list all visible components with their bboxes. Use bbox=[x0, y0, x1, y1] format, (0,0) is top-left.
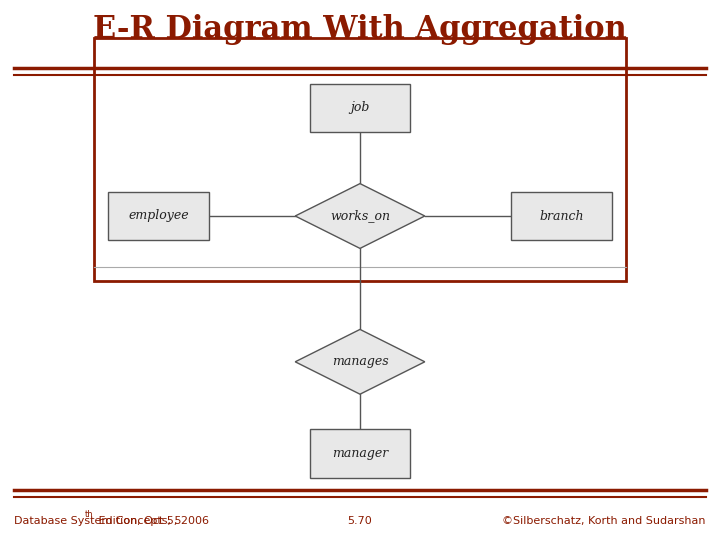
Text: branch: branch bbox=[539, 210, 584, 222]
Text: E-R Diagram With Aggregation: E-R Diagram With Aggregation bbox=[93, 14, 627, 45]
Text: Edition, Oct 5, 2006: Edition, Oct 5, 2006 bbox=[95, 516, 209, 526]
Polygon shape bbox=[295, 184, 425, 248]
Text: job: job bbox=[351, 102, 369, 114]
Text: employee: employee bbox=[128, 210, 189, 222]
Text: th: th bbox=[85, 510, 94, 519]
Text: manager: manager bbox=[332, 447, 388, 460]
FancyBboxPatch shape bbox=[310, 429, 410, 478]
FancyBboxPatch shape bbox=[108, 192, 209, 240]
Text: ©Silberschatz, Korth and Sudarshan: ©Silberschatz, Korth and Sudarshan bbox=[502, 516, 706, 526]
Text: Database System Concepts, 5: Database System Concepts, 5 bbox=[14, 516, 182, 526]
Text: works_on: works_on bbox=[330, 210, 390, 222]
FancyBboxPatch shape bbox=[310, 84, 410, 132]
Polygon shape bbox=[295, 329, 425, 394]
Text: manages: manages bbox=[332, 355, 388, 368]
FancyBboxPatch shape bbox=[511, 192, 612, 240]
Text: 5.70: 5.70 bbox=[348, 516, 372, 526]
